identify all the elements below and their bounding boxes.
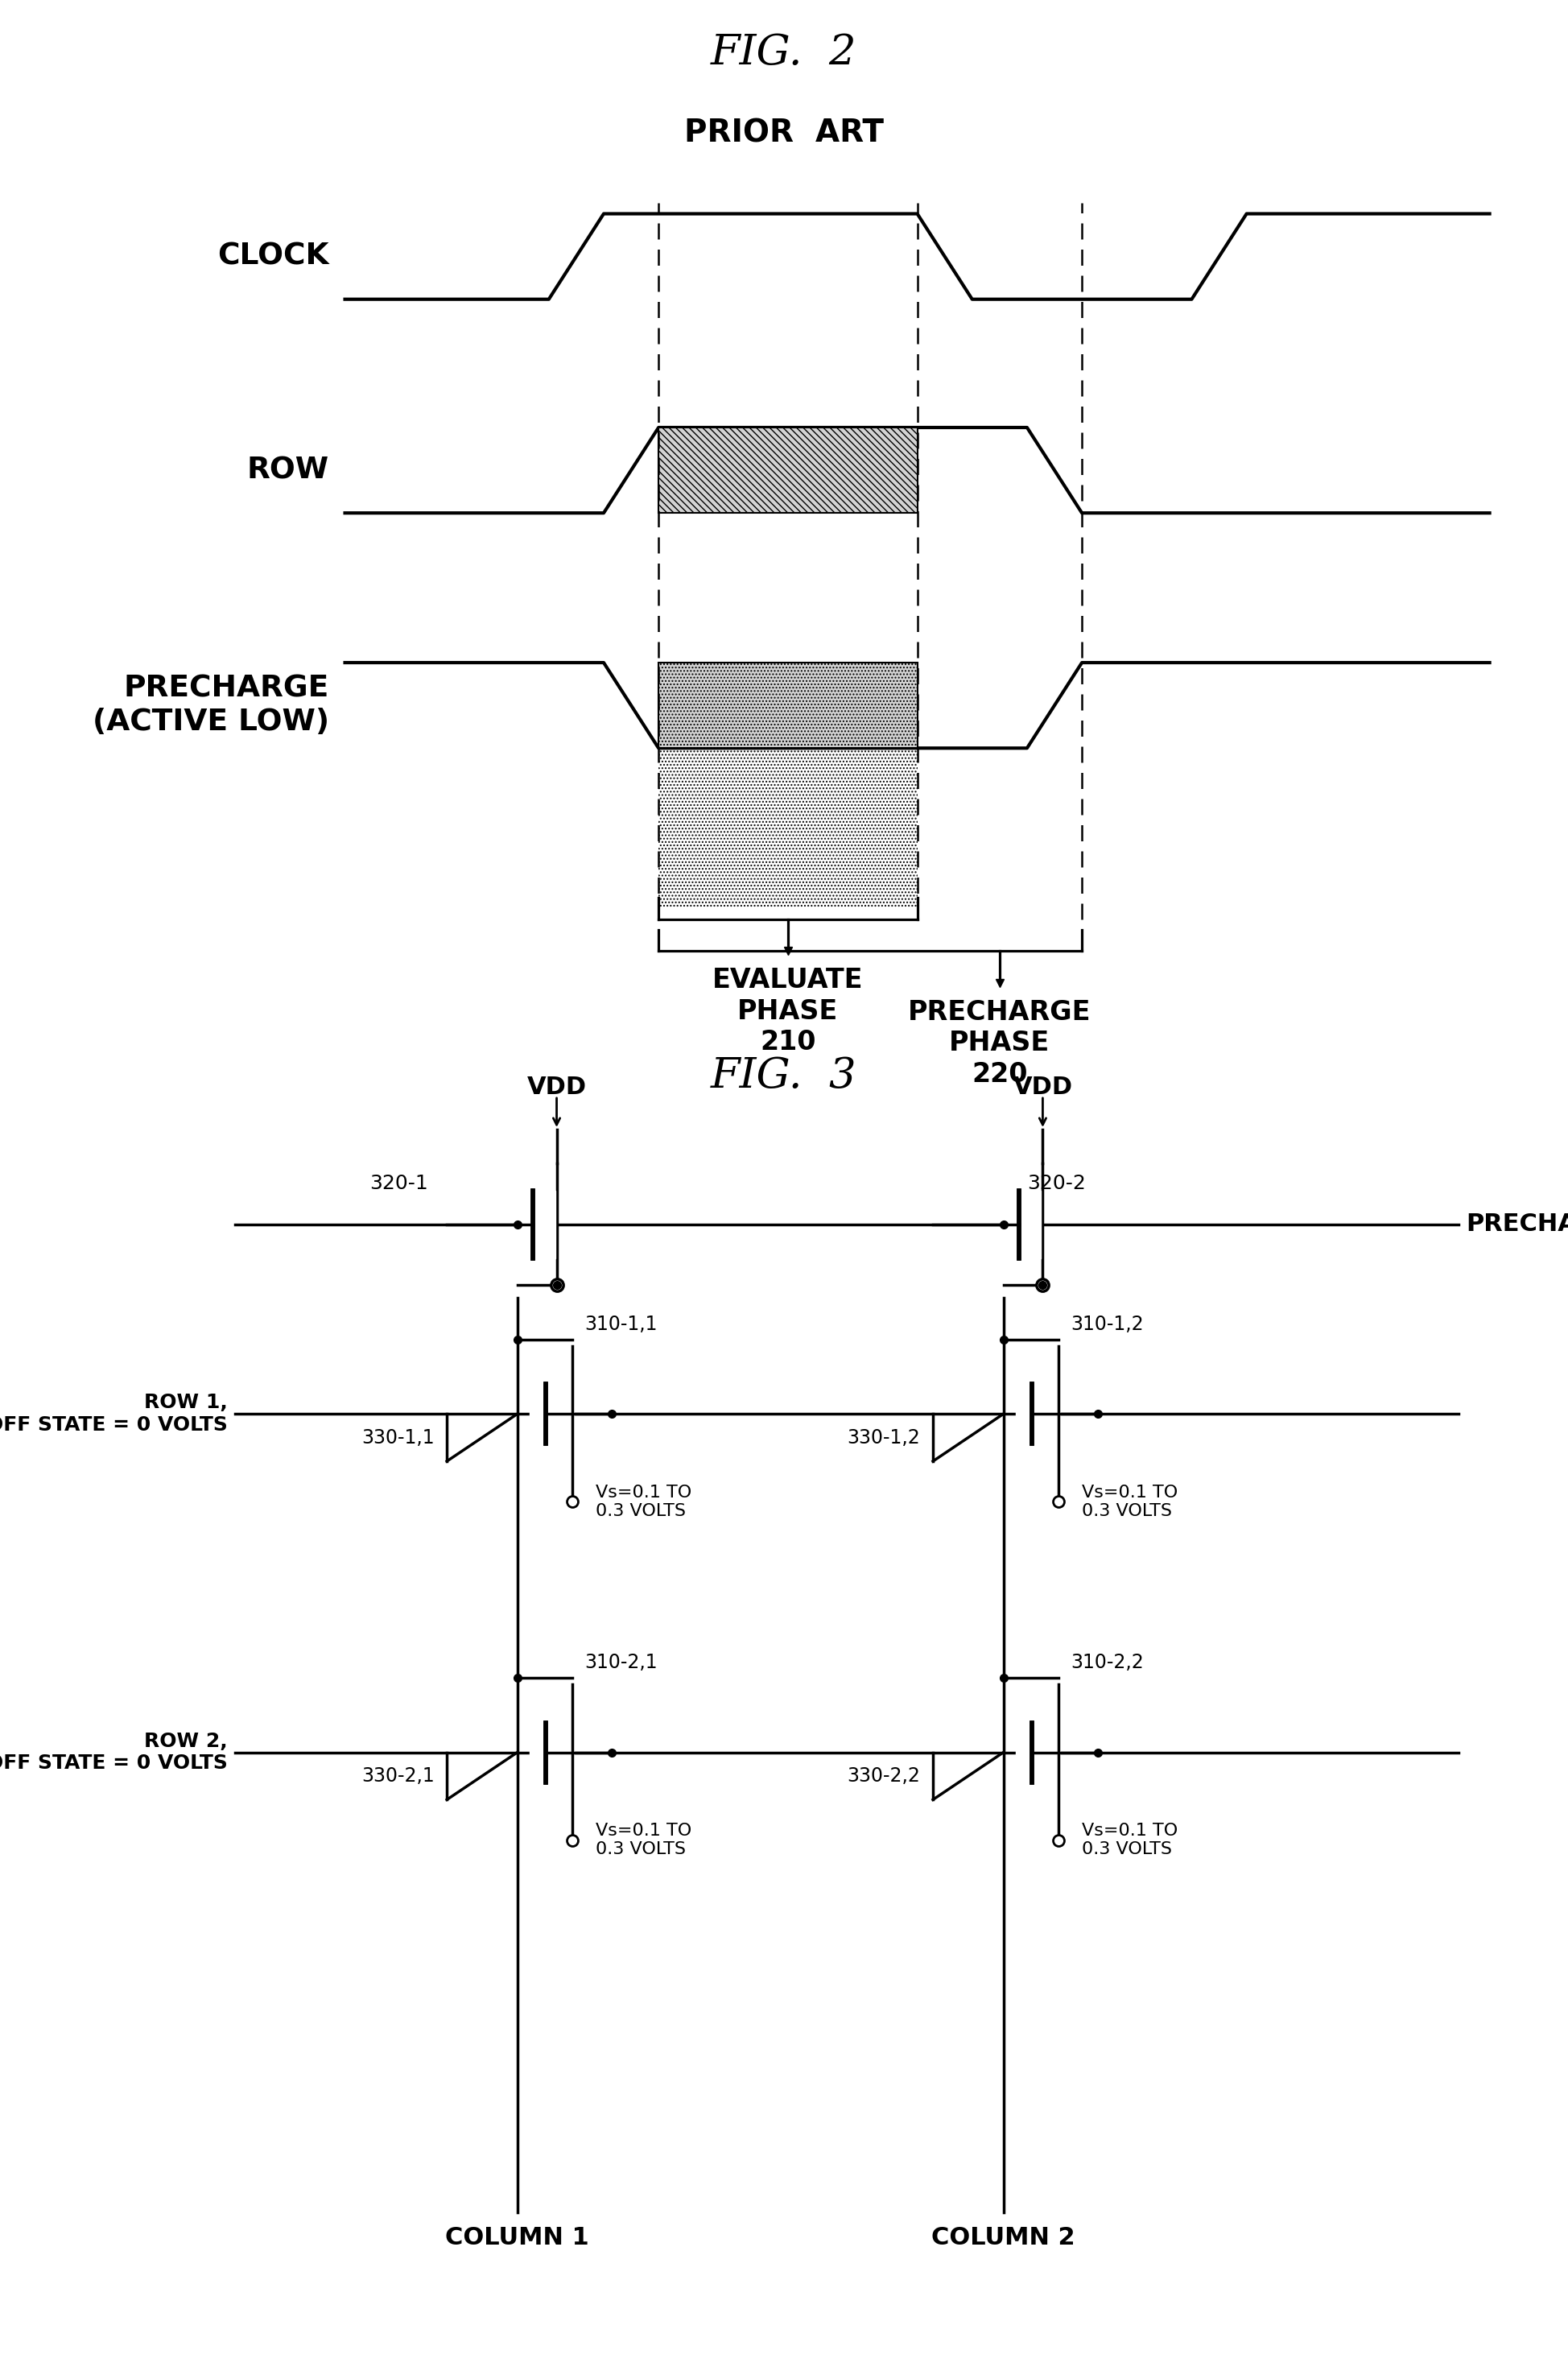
Text: 310-1,1: 310-1,1 [585, 1316, 657, 1335]
Text: Vs=0.1 TO
0.3 VOLTS: Vs=0.1 TO 0.3 VOLTS [596, 1484, 691, 1520]
Bar [659, 428, 917, 513]
Text: ROW 2,
OFF STATE = 0 VOLTS: ROW 2, OFF STATE = 0 VOLTS [0, 1731, 227, 1774]
Text: 330-2,1: 330-2,1 [361, 1767, 434, 1786]
Text: 310-1,2: 310-1,2 [1071, 1316, 1145, 1335]
Text: CLOCK: CLOCK [218, 242, 329, 271]
Text: Vs=0.1 TO
0.3 VOLTS: Vs=0.1 TO 0.3 VOLTS [1082, 1484, 1178, 1520]
Text: ROW: ROW [248, 456, 329, 484]
Text: PRECHARGE: PRECHARGE [1466, 1214, 1568, 1235]
Text: FIG.  2: FIG. 2 [710, 31, 858, 74]
Text: 320-2: 320-2 [1027, 1173, 1085, 1192]
Text: COLUMN 2: COLUMN 2 [931, 2225, 1076, 2249]
Text: 310-2,1: 310-2,1 [585, 1653, 659, 1672]
Text: COLUMN 1: COLUMN 1 [445, 2225, 590, 2249]
Text: ROW 1,
OFF STATE = 0 VOLTS: ROW 1, OFF STATE = 0 VOLTS [0, 1394, 227, 1434]
Text: VDD: VDD [527, 1076, 586, 1100]
Text: 310-2,2: 310-2,2 [1071, 1653, 1145, 1672]
Bar [659, 663, 917, 748]
Text: PRECHARGE
PHASE
220: PRECHARGE PHASE 220 [908, 1000, 1091, 1088]
Text: 330-2,2: 330-2,2 [847, 1767, 920, 1786]
Text: 330-1,2: 330-1,2 [847, 1427, 920, 1446]
Text: Vs=0.1 TO
0.3 VOLTS: Vs=0.1 TO 0.3 VOLTS [596, 1824, 691, 1857]
Text: FIG.  3: FIG. 3 [710, 1054, 858, 1097]
Text: PRIOR  ART: PRIOR ART [684, 116, 884, 147]
Text: 330-1,1: 330-1,1 [361, 1427, 434, 1446]
Bar [659, 748, 917, 907]
Text: PRECHARGE
(ACTIVE LOW): PRECHARGE (ACTIVE LOW) [93, 674, 329, 736]
Text: EVALUATE
PHASE
210: EVALUATE PHASE 210 [712, 967, 864, 1054]
Text: 320-1: 320-1 [370, 1173, 428, 1192]
Text: Vs=0.1 TO
0.3 VOLTS: Vs=0.1 TO 0.3 VOLTS [1082, 1824, 1178, 1857]
Text: VDD: VDD [1013, 1076, 1073, 1100]
